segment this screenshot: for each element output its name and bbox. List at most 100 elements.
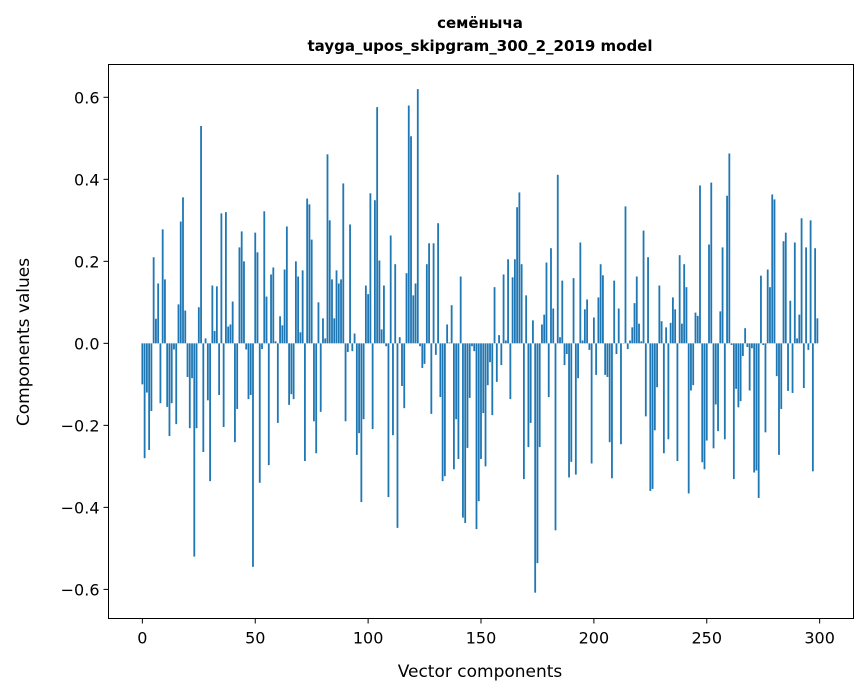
bar (516, 207, 518, 343)
bar (753, 343, 755, 472)
bar (150, 343, 152, 411)
bar (769, 287, 771, 343)
bar (670, 323, 672, 344)
bar (496, 343, 498, 382)
bar (234, 343, 236, 442)
bar (625, 206, 627, 343)
bar (458, 343, 460, 459)
y-axis: −0.6−0.4−0.20.00.20.40.6 (61, 88, 109, 599)
bar (250, 343, 252, 395)
bar (153, 257, 155, 343)
bar (193, 343, 195, 556)
bar (248, 343, 250, 399)
bar (771, 194, 773, 343)
bar (207, 343, 209, 400)
bar (388, 343, 390, 497)
bar (354, 334, 356, 344)
bar (299, 332, 301, 343)
bar (245, 343, 247, 349)
bar (455, 343, 457, 419)
bar (579, 242, 581, 343)
y-tick-label: 0.6 (74, 88, 99, 107)
bar (270, 274, 272, 343)
x-tick-label: 0 (137, 629, 147, 648)
bar (202, 343, 204, 452)
bar (663, 343, 665, 453)
bar (597, 297, 599, 343)
bar (485, 343, 487, 466)
y-tick-label: −0.4 (61, 498, 100, 517)
bar (731, 343, 733, 345)
bar (467, 343, 469, 448)
bar (778, 343, 780, 455)
bar (175, 343, 177, 424)
y-tick-label: −0.2 (61, 416, 100, 435)
bar (374, 200, 376, 343)
bar (360, 343, 362, 502)
bar (796, 338, 798, 343)
bar (451, 305, 453, 343)
bar (487, 343, 489, 385)
bar (690, 343, 692, 390)
bar (674, 309, 676, 343)
bar (439, 343, 441, 397)
bar (672, 297, 674, 343)
x-tick-label: 300 (804, 629, 835, 648)
bar (699, 185, 701, 343)
bar (329, 220, 331, 343)
bar (609, 343, 611, 442)
bar (733, 343, 735, 479)
bar (390, 235, 392, 343)
bar (480, 343, 482, 459)
bar (688, 343, 690, 493)
bar (758, 343, 760, 498)
bar (428, 243, 430, 343)
bar (649, 343, 651, 491)
bar (376, 107, 378, 343)
chart-title: семёныча (437, 14, 523, 32)
x-tick-label: 200 (579, 629, 610, 648)
bar (498, 335, 500, 343)
bar (322, 318, 324, 343)
bar (518, 192, 520, 343)
bar (306, 199, 308, 344)
bar (171, 343, 173, 403)
bar (584, 309, 586, 343)
bar (631, 327, 633, 343)
bar (351, 343, 353, 351)
bar (683, 264, 685, 343)
bar (430, 343, 432, 414)
bar (658, 286, 660, 344)
bar (661, 321, 663, 343)
bar (304, 343, 306, 461)
bar (749, 343, 751, 390)
bar (252, 343, 254, 566)
x-tick-label: 250 (691, 629, 722, 648)
bar (618, 308, 620, 343)
bar (155, 319, 157, 344)
bar (719, 311, 721, 343)
bar (807, 343, 809, 350)
bar (367, 294, 369, 343)
bar (410, 136, 412, 343)
bar (169, 343, 171, 436)
bar (491, 343, 493, 415)
bar (616, 343, 618, 354)
bar (586, 299, 588, 343)
bar (762, 343, 764, 345)
bar (263, 211, 265, 343)
bar (692, 343, 694, 385)
bar (555, 343, 557, 530)
bar (611, 343, 613, 478)
bar (437, 223, 439, 343)
x-tick-label: 100 (353, 629, 384, 648)
bar (636, 277, 638, 344)
bar (399, 337, 401, 343)
bar (383, 286, 385, 344)
y-tick-label: 0.2 (74, 252, 99, 271)
bar (230, 324, 232, 343)
bar (369, 193, 371, 343)
bar (697, 316, 699, 343)
bar (760, 276, 762, 344)
bar (214, 331, 216, 343)
